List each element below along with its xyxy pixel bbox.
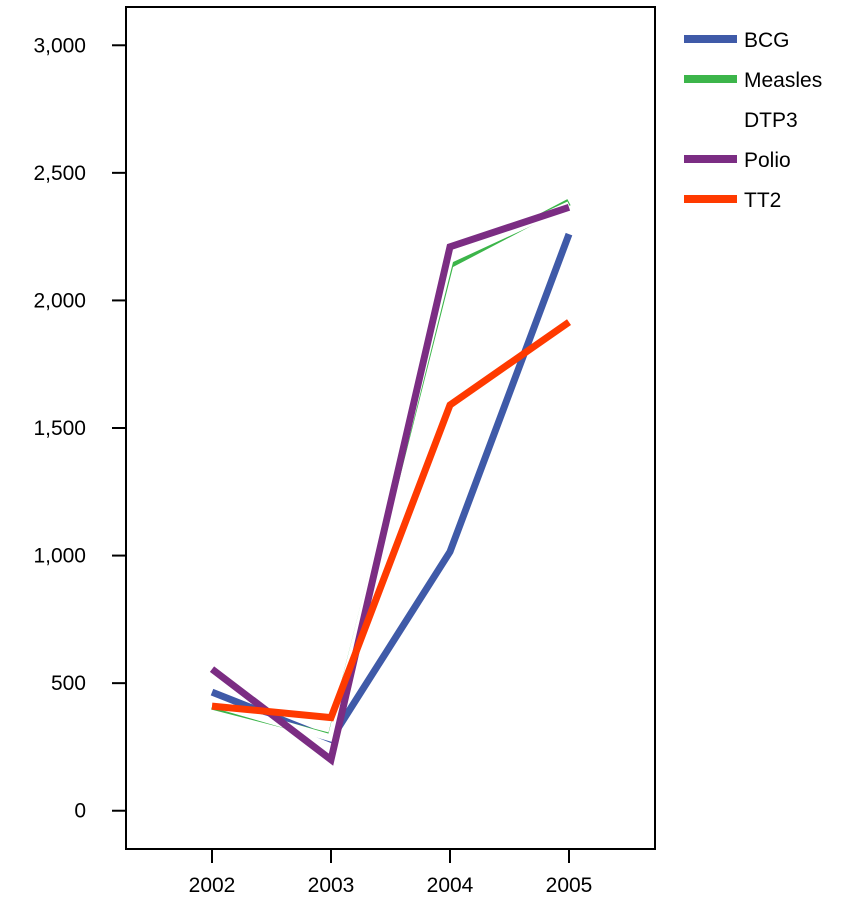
- legend-label-measles: Measles: [744, 69, 822, 92]
- series-line-tt2: [211, 319, 572, 722]
- legend-label-tt2: TT2: [744, 189, 781, 212]
- y-tick-label: 0: [74, 800, 86, 823]
- plot-frame: [125, 6, 656, 850]
- x-tick-label: 2003: [308, 874, 355, 897]
- y-tick-label: 2,500: [33, 162, 86, 185]
- series-lines: [209, 199, 573, 766]
- y-tick-label: 500: [51, 672, 86, 695]
- legend: BCG Measles DTP3 Polio TT2: [684, 29, 822, 212]
- series-line-polio: [209, 203, 571, 766]
- y-axis: 0 500 1,000 1,500 2,000 2,500 3,000: [33, 34, 126, 823]
- y-tick-label: 1,000: [33, 545, 86, 568]
- y-tick-label: 2,000: [33, 289, 86, 312]
- legend-label-polio: Polio: [744, 149, 791, 172]
- x-tick-label: 2005: [546, 874, 593, 897]
- legend-label-bcg: BCG: [744, 29, 790, 52]
- series-line-measles: [211, 199, 571, 741]
- series-line-dtp3: [211, 201, 571, 743]
- x-tick-label: 2002: [189, 874, 236, 897]
- legend-label-dtp3: DTP3: [744, 109, 798, 132]
- y-tick-label: 1,500: [33, 417, 86, 440]
- x-tick-label: 2004: [427, 874, 474, 897]
- y-tick-label: 3,000: [33, 34, 86, 57]
- x-axis: 2002 2003 2004 2005: [189, 849, 593, 897]
